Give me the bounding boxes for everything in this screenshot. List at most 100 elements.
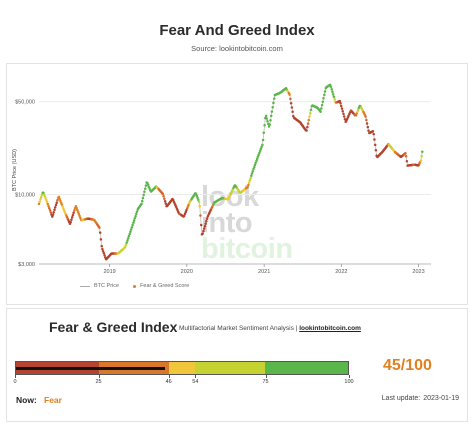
fear-greed-point (124, 243, 128, 246)
fear-greed-point (252, 167, 255, 171)
fear-greed-point (258, 149, 262, 153)
chart-legend: BTC Price Fear & Greed Score (80, 283, 189, 289)
gauge-tick-label: 54 (192, 379, 199, 385)
y-tick-label: $10,000 (15, 193, 35, 199)
fear-greed-point (404, 152, 407, 155)
fear-greed-point (291, 110, 294, 114)
fear-greed-point (98, 231, 102, 234)
fear-greed-point (204, 222, 207, 225)
fear-greed-point (340, 107, 344, 110)
x-tick-label: 2021 (258, 269, 270, 275)
legend-item-price[interactable]: BTC Price (80, 283, 119, 289)
gauge-title: Fear & Greed Index (49, 319, 178, 335)
fear-greed-point (126, 239, 129, 242)
fear-greed-point (48, 207, 51, 210)
fear-greed-point (54, 203, 58, 207)
fear-greed-point (307, 118, 311, 122)
fear-greed-point (247, 181, 251, 184)
fear-greed-point (372, 132, 375, 136)
fear-greed-point (60, 203, 64, 206)
fear-greed-point (130, 226, 134, 229)
fear-greed-point (332, 95, 336, 99)
fear-greed-point (364, 115, 367, 118)
fear-greed-point (195, 194, 199, 198)
source-link[interactable]: lookintobitcoin.com (299, 325, 361, 332)
fear-greed-point (126, 237, 130, 240)
fear-greed-point (320, 103, 324, 107)
btc-price-line (38, 84, 423, 261)
fear-greed-point (76, 208, 79, 212)
gauge-tick (15, 375, 16, 378)
fear-greed-point (46, 202, 50, 206)
fear-greed-point (75, 206, 78, 210)
page-title: Fear And Greed Index (159, 22, 315, 39)
gauge-tick-label: 100 (344, 379, 354, 385)
fear-greed-point (45, 198, 48, 202)
fear-greed-point (261, 138, 265, 142)
fear-greed-point (247, 183, 250, 187)
fear-greed-point (201, 232, 204, 235)
fear-greed-point (366, 125, 370, 129)
fear-greed-point (323, 90, 327, 93)
fear-greed-point (205, 217, 209, 221)
fear-greed-point (142, 193, 145, 197)
fear-greed-point (42, 191, 45, 194)
fear-greed-point (249, 176, 252, 180)
fear-greed-point (367, 129, 370, 132)
legend-label-price: BTC Price (94, 283, 120, 289)
fear-greed-point (255, 159, 258, 162)
fear-greed-point (127, 234, 131, 238)
fear-greed-point (47, 204, 50, 208)
fear-greed-point (306, 125, 309, 129)
fear-greed-point (203, 224, 207, 228)
fear-greed-point (259, 147, 263, 151)
fear-greed-point (202, 227, 206, 230)
fear-greed-point (58, 197, 61, 201)
watermark-logo: look into bitcoin (201, 181, 293, 265)
fear-greed-point (123, 245, 127, 249)
fear-greed-point (250, 172, 254, 175)
fear-greed-point (128, 232, 131, 236)
price-chart: $3,000 $10,000 $50,000 2019 2020 2021 2022 2023… (12, 83, 431, 275)
fear-greed-point (162, 194, 165, 198)
x-tick-label: 2022 (335, 269, 347, 275)
fear-greed-point (202, 229, 205, 233)
fear-greed-point (329, 85, 333, 88)
fear-greed-point (134, 214, 137, 218)
fear-greed-point (265, 117, 269, 120)
fear-greed-point (250, 174, 253, 178)
fear-greed-point (72, 211, 75, 214)
fear-greed-point (288, 93, 291, 96)
fear-greed-point (269, 114, 273, 118)
fear-greed-point (185, 207, 189, 210)
fear-greed-point (264, 114, 268, 118)
gauge-tick (168, 375, 170, 378)
fear-greed-point (43, 195, 47, 198)
fear-greed-point (182, 214, 186, 218)
fear-greed-point (39, 198, 42, 201)
fear-greed-point (272, 97, 276, 100)
fear-greed-point (51, 215, 54, 218)
fear-greed-point (59, 199, 62, 202)
fear-greed-point (98, 226, 101, 229)
last-update: Last update: 2023-01-19 (381, 395, 459, 402)
fear-greed-point (101, 247, 104, 251)
gauge-segment (168, 362, 196, 374)
fear-greed-point (248, 179, 252, 182)
fear-greed-point (187, 203, 190, 206)
fear-greed-point (404, 155, 408, 158)
fear-greed-point (319, 110, 322, 113)
fear-greed-point (257, 153, 260, 156)
fear-greed-point (125, 241, 128, 244)
fear-greed-point (330, 87, 333, 91)
fear-greed-point (73, 209, 76, 212)
fear-greed-point (132, 221, 135, 225)
fear-greed-point (339, 102, 342, 105)
fear-greed-point (51, 213, 55, 216)
fear-greed-point (71, 213, 75, 217)
fear-greed-point (140, 202, 143, 206)
fear-greed-point (267, 125, 271, 128)
legend-item-score[interactable]: Fear & Greed Score (133, 283, 189, 289)
fear-greed-point (53, 208, 56, 212)
fear-greed-point (268, 123, 271, 126)
